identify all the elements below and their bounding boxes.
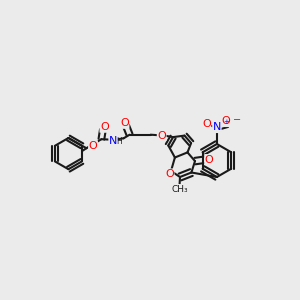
Text: O: O <box>221 116 230 127</box>
Text: O: O <box>205 154 214 165</box>
Text: N: N <box>109 136 117 146</box>
Text: O: O <box>202 119 211 130</box>
Text: O: O <box>165 169 174 179</box>
Text: O: O <box>88 141 98 151</box>
Text: O: O <box>100 122 109 132</box>
Text: CH₃: CH₃ <box>171 184 188 194</box>
Text: N: N <box>213 122 221 133</box>
Text: O: O <box>120 118 129 128</box>
Text: H: H <box>116 137 122 146</box>
Text: O: O <box>157 130 166 141</box>
Text: +: + <box>223 119 229 125</box>
Text: −: − <box>233 115 242 125</box>
